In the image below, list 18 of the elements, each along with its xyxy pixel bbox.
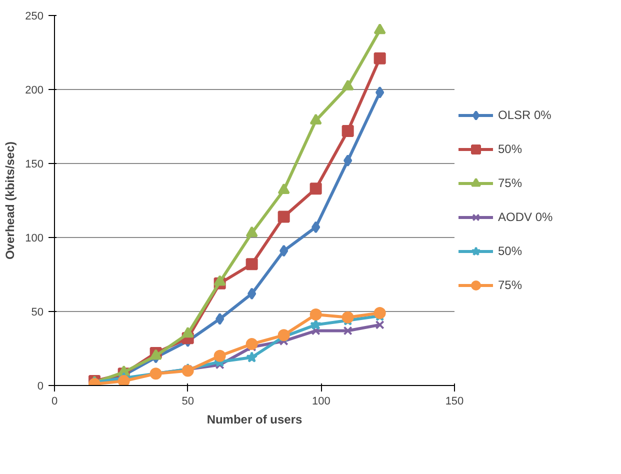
legend-label: 75%	[498, 278, 524, 292]
legend-label: 50%	[498, 244, 524, 258]
x-tick-label: 100	[312, 396, 330, 408]
legend-label: 75%	[498, 176, 524, 190]
x-tick-label: 150	[445, 396, 464, 408]
y-axis-title: Overhead (kbits/sec)	[3, 141, 18, 260]
y-tick-label: 100	[25, 232, 44, 244]
y-tick-label: 50	[31, 306, 44, 318]
x-axis-title: Number of users	[206, 412, 303, 426]
x-tick-label: 0	[51, 396, 58, 408]
x-tick-label: 50	[182, 396, 194, 408]
y-tick-label: 250	[25, 10, 44, 22]
legend-label: OLSR 0%	[498, 108, 552, 122]
y-tick-label: 200	[25, 84, 44, 96]
y-tick-label: 0	[37, 380, 44, 392]
y-tick-label: 150	[25, 158, 44, 170]
legend-label: AODV 0%	[498, 210, 553, 224]
legend-label: 50%	[498, 142, 524, 156]
